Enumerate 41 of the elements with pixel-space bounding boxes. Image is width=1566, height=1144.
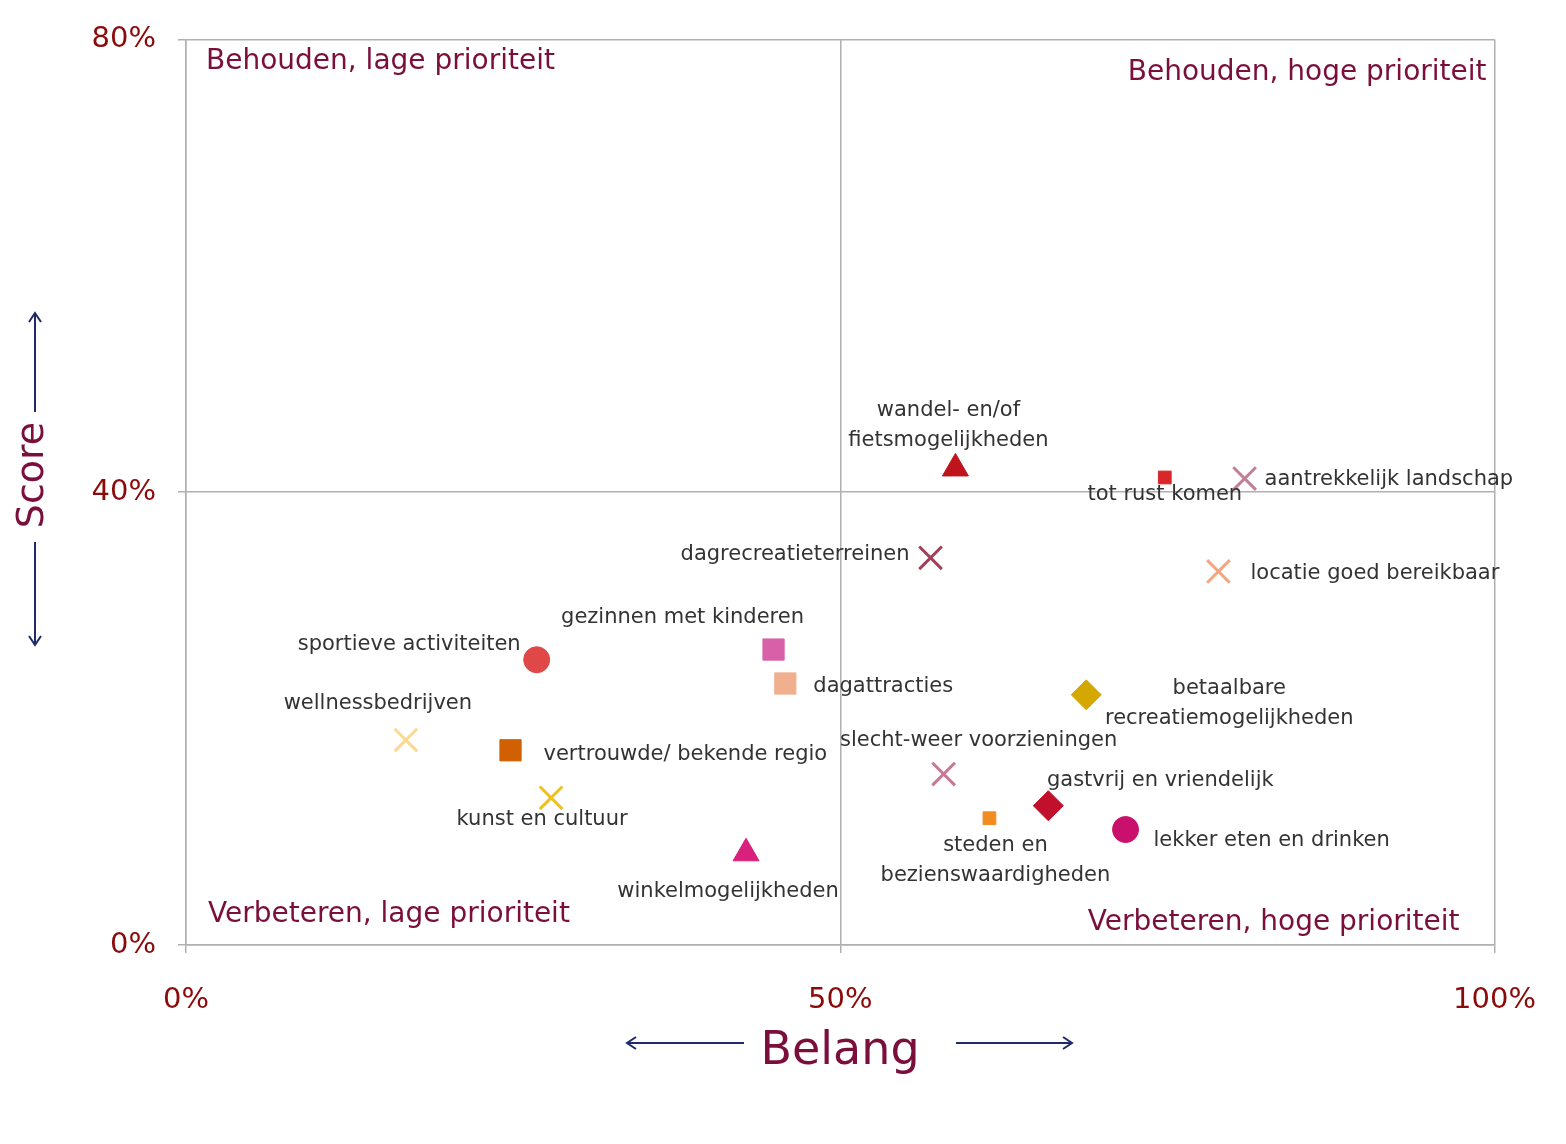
x-tick-label: 100% — [1453, 980, 1537, 1015]
point — [762, 638, 785, 661]
y-tick-label: 40% — [91, 472, 156, 507]
series-label: vertrouwde/ bekende regio — [543, 740, 828, 765]
y-tick-label: 0% — [109, 925, 156, 960]
point — [538, 785, 564, 811]
x-axis-title: Belang — [760, 1021, 920, 1075]
series-label: steden en bezienswaardigheden — [880, 831, 1111, 886]
point — [1112, 816, 1140, 844]
point — [1205, 558, 1232, 585]
x-tick-label: 50% — [808, 980, 873, 1015]
series-label: winkelmogelijkheden — [617, 877, 839, 902]
point — [930, 761, 957, 787]
point — [523, 646, 551, 674]
series-label: locatie goed bereikbaar — [1250, 559, 1500, 584]
point — [774, 672, 797, 695]
y-tick-label: 80% — [91, 19, 156, 54]
x-tick-label: 0% — [162, 980, 210, 1015]
series-label: tot rust komen — [1087, 480, 1243, 505]
series-label: dagrecreatieterreinen — [680, 541, 910, 566]
series-label: dagattracties — [813, 672, 954, 697]
series-label: kunst en cultuur — [456, 806, 628, 831]
series-label: gastvrij en vriendelijk — [1046, 767, 1275, 792]
annotation: Behouden, lage prioriteit — [206, 42, 555, 76]
annotation: Behouden, hoge prioriteit — [1127, 53, 1487, 87]
annotation: Verbeteren, lage prioriteit — [208, 896, 570, 930]
series-label: wellnessbedrijven — [283, 689, 473, 714]
point — [1157, 470, 1172, 485]
series-label: wandel- en/of fietsmogelijkheden — [848, 396, 1049, 451]
point — [1070, 679, 1102, 711]
series-label: gezinnen met kinderen — [561, 604, 804, 628]
series-label: aantrekkelijk landschap — [1264, 466, 1514, 491]
annotation: Verbeteren, hoge prioriteit — [1087, 904, 1460, 938]
series-label: sportieve activiteiten — [297, 631, 521, 656]
series-label: lekker eten en drinken — [1153, 826, 1390, 851]
point — [499, 739, 522, 762]
y-axis-title: Score — [8, 421, 52, 529]
point — [1032, 790, 1064, 822]
point — [393, 727, 419, 753]
point — [982, 811, 997, 826]
point — [917, 545, 944, 571]
